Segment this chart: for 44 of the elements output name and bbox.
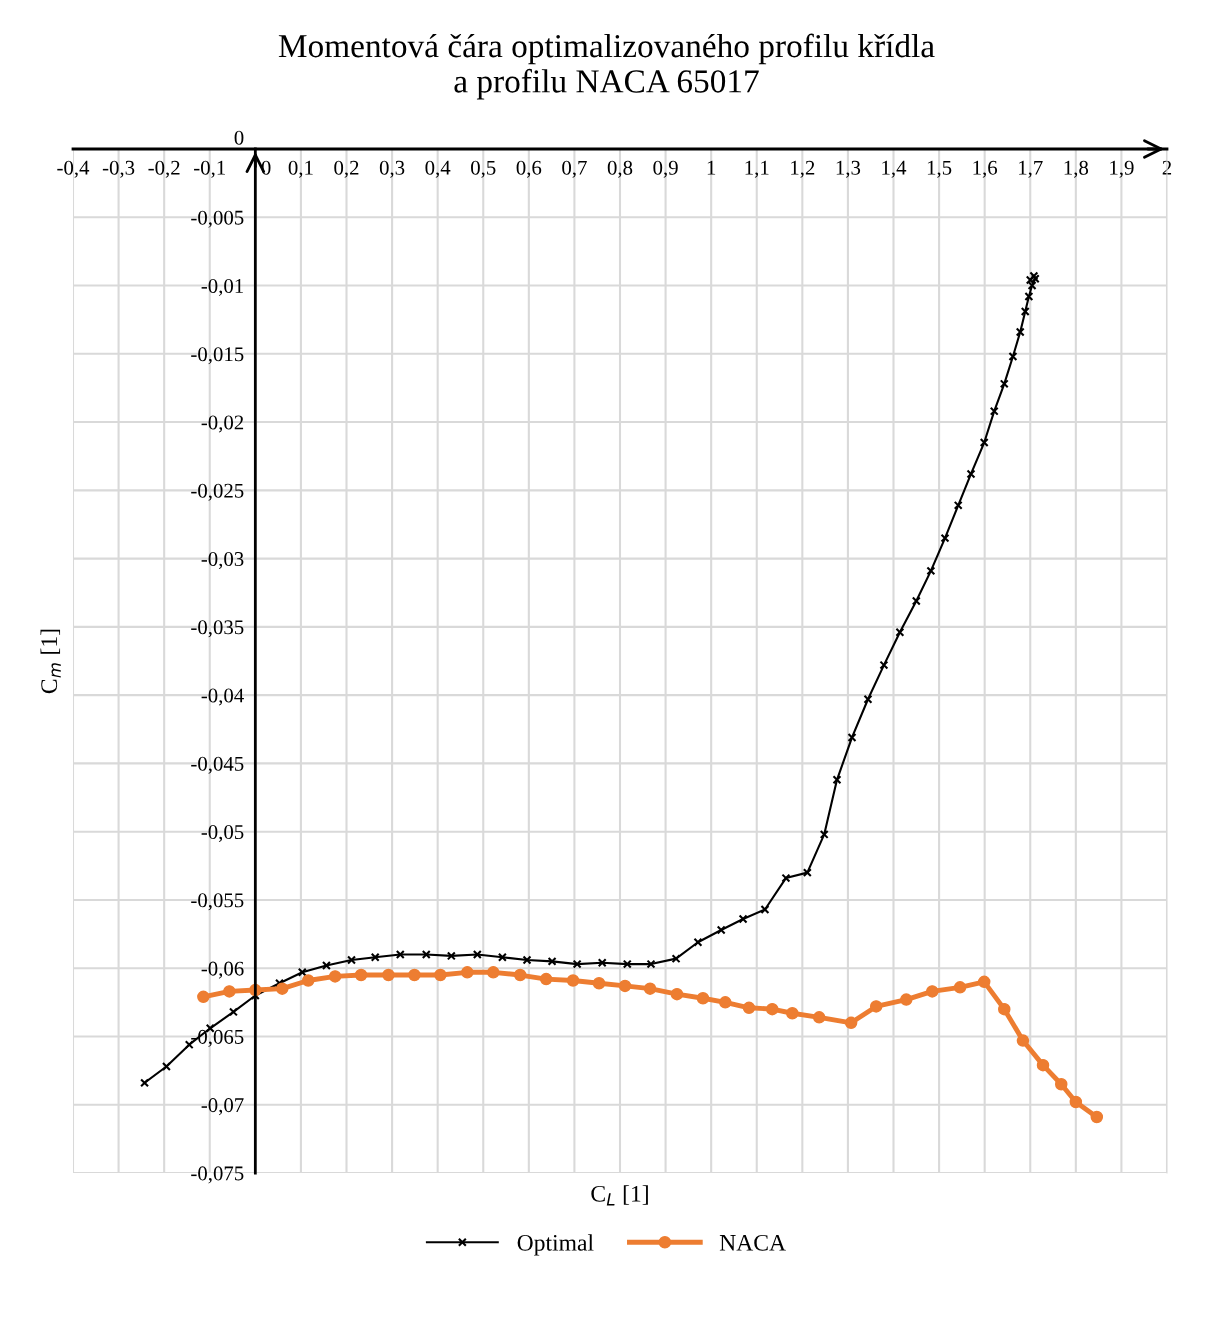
- x-tick-label: 0,1: [288, 160, 313, 178]
- x-tick-label: 0,6: [516, 160, 542, 178]
- y-tick-label: -0,02: [201, 415, 244, 433]
- y-tick-label: -0,015: [191, 347, 244, 365]
- x-tick-label: 1: [707, 160, 716, 175]
- y-tick-label: -0,01: [201, 278, 243, 296]
- x-tick-label: -0,4: [57, 160, 90, 178]
- x-tick-label: 1,8: [1064, 160, 1089, 178]
- y-tick-label: -0,04: [201, 688, 244, 706]
- x-tick-label: 2: [1162, 160, 1172, 175]
- x-tick-label: 1,9: [1110, 160, 1134, 178]
- y-tick-label: -0,045: [191, 756, 244, 774]
- y-axis-title: C$_{m}$ [1]: [40, 629, 61, 694]
- y-tick-label: -0,05: [201, 825, 244, 843]
- y-tick-label: -0,03: [201, 551, 244, 570]
- x-tick-label: 0,9: [653, 160, 678, 178]
- y-tick-label: -0,07: [201, 1098, 244, 1116]
- x-tick-label: 1,6: [973, 160, 998, 178]
- x-tick-label: 1,2: [791, 160, 815, 178]
- x-tick-label: 0,3: [379, 160, 405, 178]
- legend-label: NACA: [719, 1234, 786, 1251]
- x-tick-label: 0,7: [562, 160, 587, 178]
- x-tick-label: 1,5: [927, 160, 952, 178]
- x-tick-label: 1,7: [1019, 160, 1043, 178]
- y-tick-label: -0,025: [191, 483, 244, 501]
- y-tick-label: -0,035: [191, 620, 244, 638]
- x-tick-label: -0,3: [102, 160, 135, 178]
- y-tick-label: -0,06: [201, 961, 244, 979]
- x-tick-label: 1,4: [882, 160, 907, 178]
- x-tick-label: 1,3: [836, 160, 861, 178]
- x-tick-label: 0,8: [607, 160, 633, 178]
- y-tick-label: 0: [234, 130, 244, 145]
- x-tick-label: 0,4: [425, 160, 451, 178]
- x-tick-label: -0,1: [194, 160, 225, 178]
- x-tick-label: 0,2: [334, 160, 359, 178]
- y-tick-label: -0,075: [191, 1166, 244, 1184]
- y-tick-label: -0,055: [191, 893, 244, 911]
- x-axis-title: C$_{L}$ [1]: [591, 1185, 648, 1206]
- legend-label: Optimal: [517, 1234, 594, 1256]
- x-tick-label: 0,5: [471, 160, 496, 178]
- x-tick-label: -0,2: [148, 160, 180, 178]
- y-tick-label: -0,005: [191, 210, 244, 228]
- x-tick-label: 1,1: [745, 160, 769, 178]
- chart-title: Momentová čára optimalizovaného profilu křídla a profilu NACA 65017: [278, 33, 935, 100]
